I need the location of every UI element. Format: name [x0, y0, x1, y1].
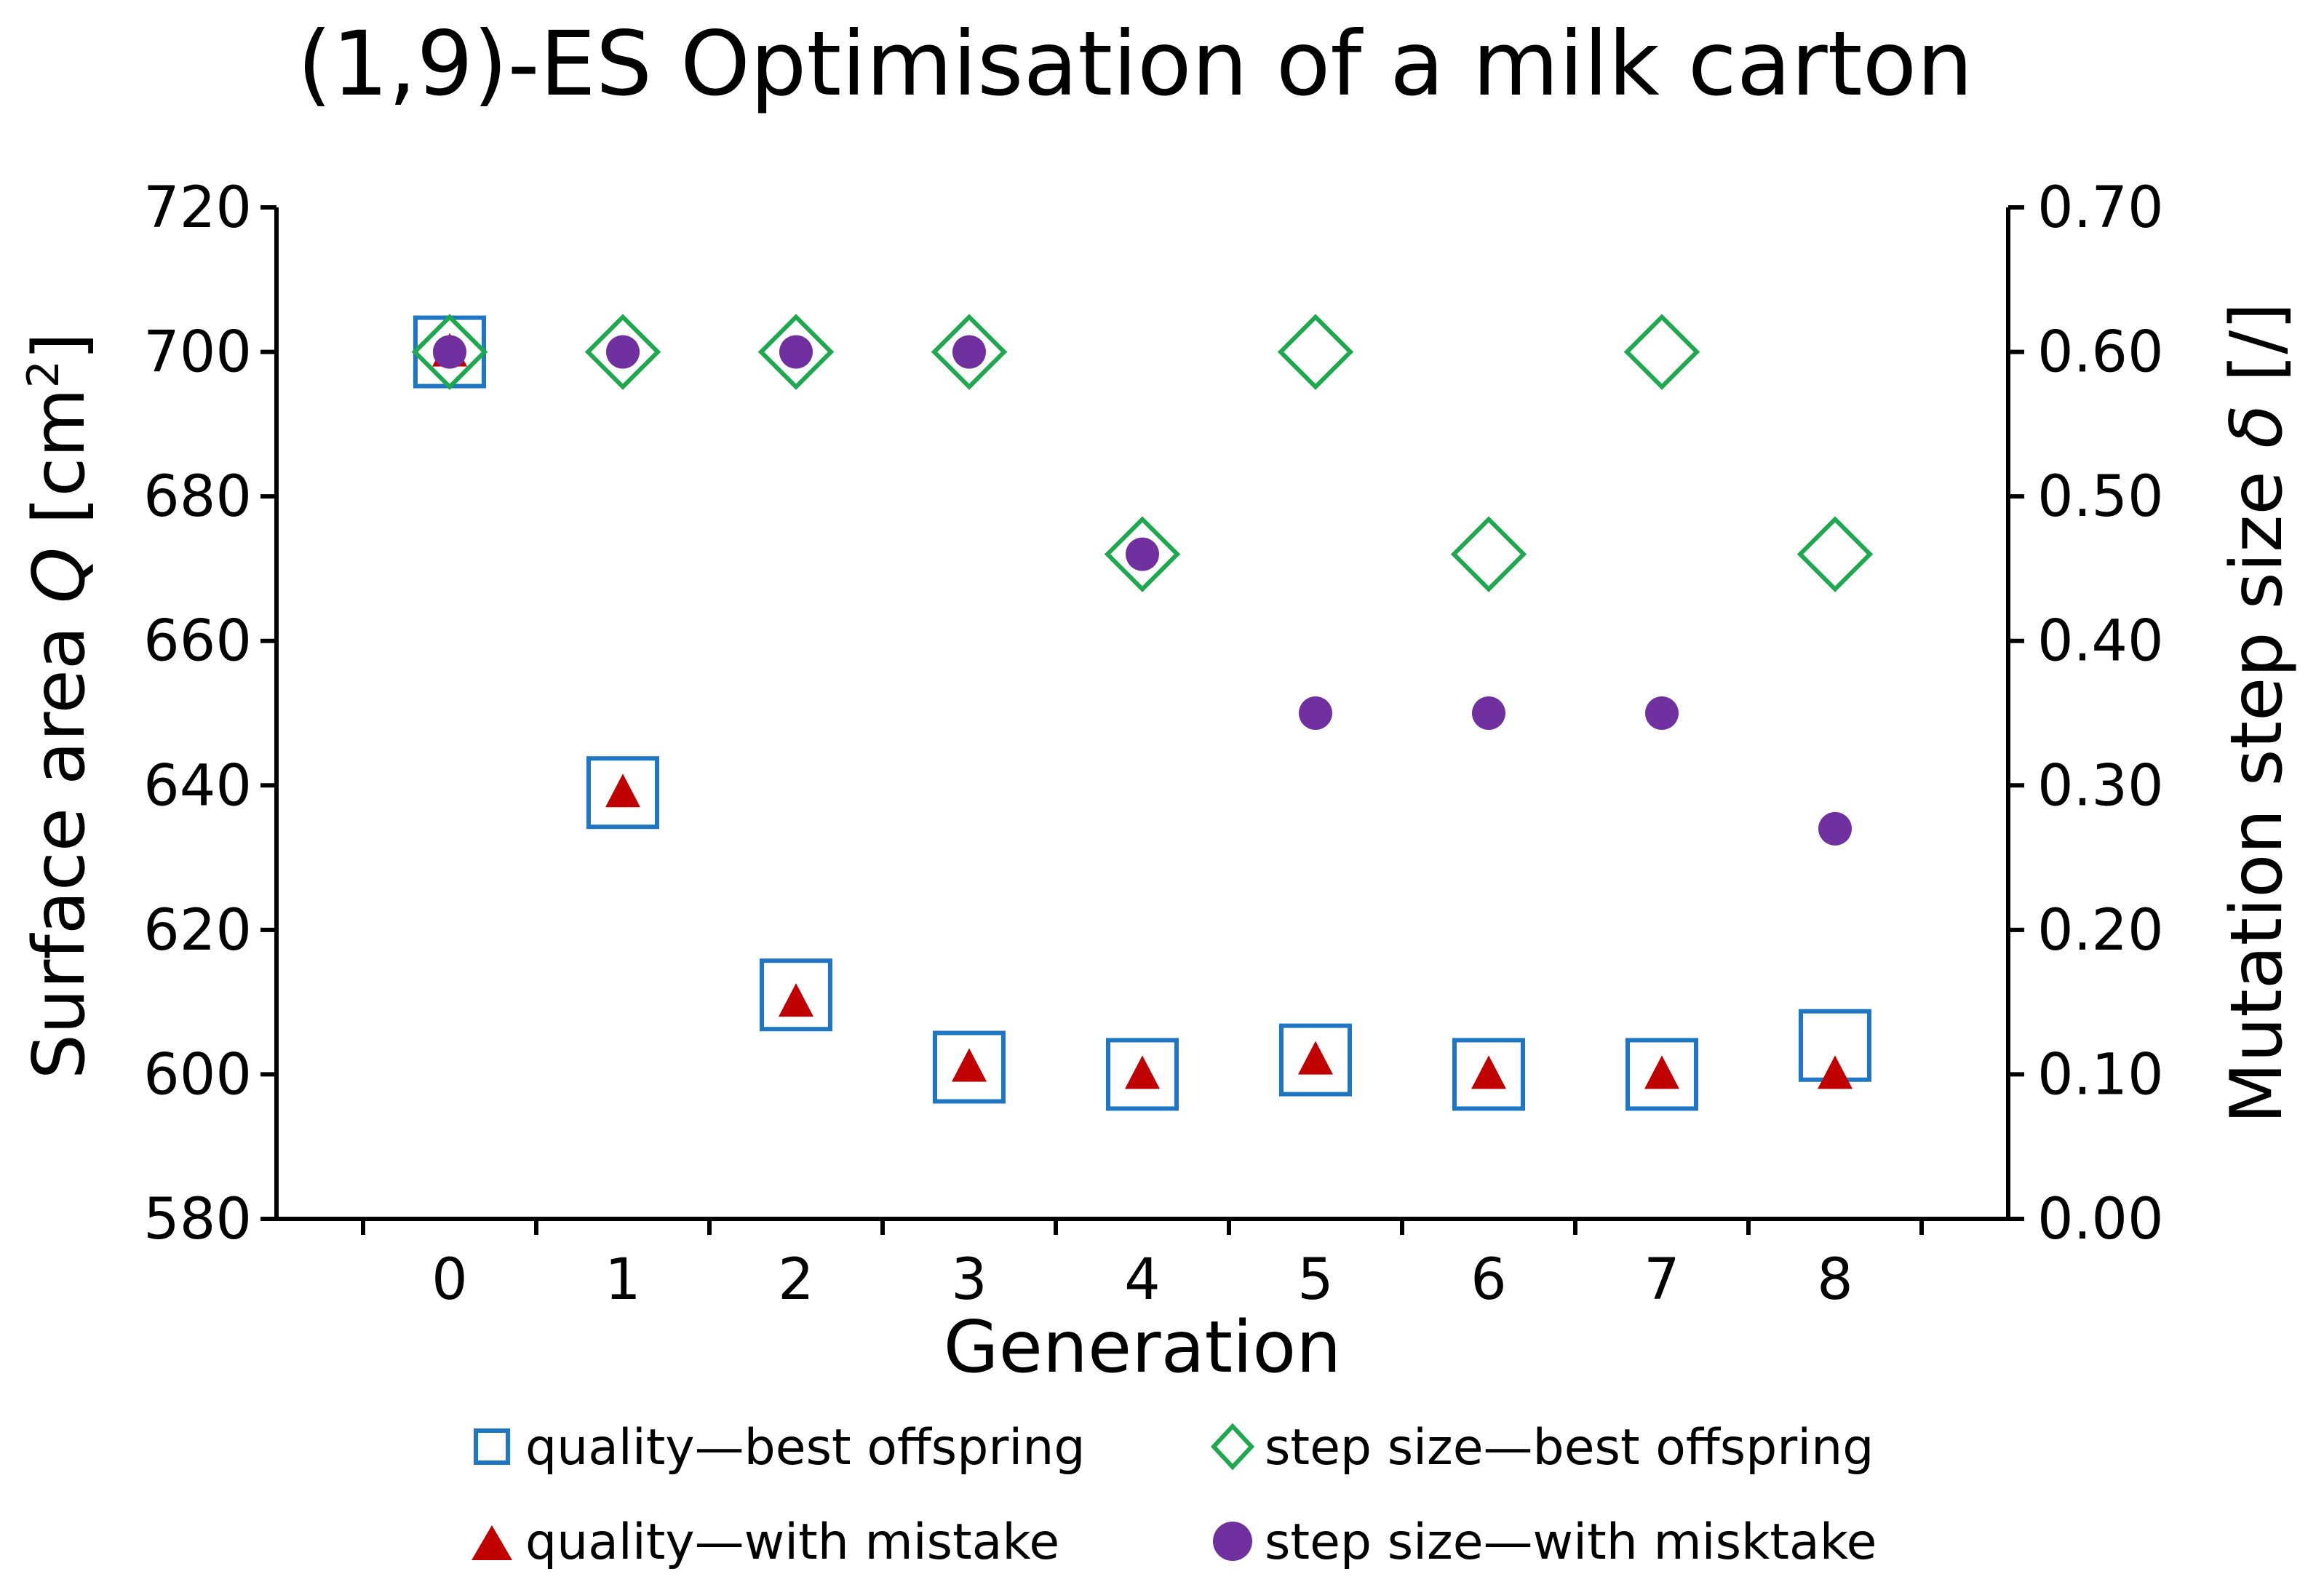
quality-best-marker — [1106, 1038, 1179, 1111]
step-best-marker — [931, 314, 1008, 390]
step-best-marker — [1623, 314, 1700, 390]
step-mistake-marker — [1126, 537, 1159, 571]
legend: quality—best offspring step size—best of… — [471, 1419, 1877, 1571]
right-y-tick-label: 0.10 — [2037, 1042, 2164, 1108]
left-y-tick-label: 680 — [143, 464, 252, 530]
left-axis-title-close: ] — [18, 333, 101, 360]
step-best-marker — [1796, 516, 1874, 592]
step-best-marker — [411, 314, 488, 390]
step-mistake-marker — [952, 335, 986, 369]
left-y-tick-label: 640 — [143, 753, 252, 819]
left-y-tick-label: 660 — [143, 609, 252, 675]
right-y-tick-label: 0.50 — [2037, 464, 2164, 530]
x-tick-label: 3 — [951, 1247, 987, 1313]
quality-best-marker — [1452, 1038, 1525, 1111]
left-axis-title-unit: [cm — [18, 388, 101, 547]
quality-mistake-marker — [952, 1048, 987, 1082]
legend-square-marker — [474, 1428, 510, 1465]
right-y-tick-label: 0.20 — [2037, 898, 2164, 963]
step-best-marker — [584, 314, 661, 390]
left-y-tick-label: 620 — [143, 898, 252, 963]
legend-label-quality-mistake: quality—with mistake — [525, 1514, 1059, 1571]
left-axis-title-sup: 2 — [18, 360, 69, 388]
chart-title: (1,9)-ES Optimisation of a milk carton — [297, 12, 1973, 116]
x-tick-label: 7 — [1644, 1247, 1680, 1313]
quality-mistake-marker — [1298, 1041, 1333, 1075]
x-tick-label: 2 — [778, 1247, 814, 1313]
left-axis-title-text: Surface area — [18, 603, 101, 1079]
left-y-tick-label: 580 — [143, 1187, 252, 1252]
x-tick-label: 0 — [431, 1247, 468, 1313]
x-tick-label: 1 — [605, 1247, 641, 1313]
quality-best-marker — [933, 1030, 1006, 1104]
step-mistake-marker — [779, 335, 813, 369]
legend-label-quality-best: quality—best offspring — [525, 1419, 1085, 1476]
legend-label-step-best: step size—best offspring — [1265, 1419, 1874, 1476]
quality-mistake-marker — [1125, 1055, 1160, 1089]
step-best-marker — [1104, 516, 1181, 592]
quality-best-marker — [1279, 1023, 1352, 1097]
left-y-tick-label: 600 — [143, 1042, 252, 1108]
legend-item-step-best: step size—best offspring — [1210, 1419, 1874, 1476]
right-axis-title-unit: [/] — [2216, 303, 2299, 405]
legend-item-step-mistake: step size—with misktake — [1213, 1514, 1877, 1571]
step-mistake-marker — [1299, 696, 1332, 730]
step-best-marker — [757, 314, 835, 390]
quality-best-marker — [1625, 1038, 1698, 1111]
quality-mistake-marker — [779, 983, 813, 1017]
step-best-marker — [1277, 314, 1354, 390]
step-mistake-marker — [1645, 696, 1679, 730]
right-axis-title: Mutation step size δ [/] — [2216, 303, 2299, 1124]
right-y-tick-label: 0.00 — [2037, 1187, 2164, 1252]
right-y-tick-label: 0.70 — [2037, 175, 2164, 241]
quality-best-marker — [586, 756, 659, 830]
legend-label-step-mistake: step size—with misktake — [1265, 1514, 1877, 1571]
step-best-marker — [1450, 516, 1527, 592]
right-y-tick-label: 0.30 — [2037, 753, 2164, 819]
x-tick-label: 6 — [1471, 1247, 1507, 1313]
data-markers — [411, 314, 1874, 1111]
left-y-tick-label: 700 — [143, 320, 252, 386]
right-y-tick-label: 0.40 — [2037, 609, 2164, 675]
legend-item-quality-best: quality—best offspring — [474, 1419, 1085, 1476]
quality-mistake-marker — [605, 774, 640, 808]
step-mistake-marker — [433, 335, 466, 369]
legend-diamond-marker — [1210, 1423, 1255, 1471]
axes: 5806006206406606807007200.000.100.200.30… — [143, 175, 2164, 1313]
x-tick-label: 5 — [1297, 1247, 1334, 1313]
quality-mistake-marker — [1818, 1055, 1853, 1089]
x-tick-label: 4 — [1124, 1247, 1161, 1313]
right-y-tick-label: 0.60 — [2037, 320, 2164, 386]
legend-triangle-marker — [471, 1525, 512, 1560]
legend-circle-marker — [1213, 1522, 1252, 1561]
left-y-tick-label: 720 — [143, 175, 252, 241]
step-mistake-marker — [1818, 811, 1852, 846]
legend-item-quality-mistake: quality—with mistake — [471, 1514, 1059, 1571]
right-axis-title-var: δ — [2216, 405, 2299, 448]
quality-mistake-marker — [1644, 1055, 1679, 1089]
step-mistake-marker — [1472, 696, 1505, 730]
step-mistake-marker — [606, 335, 640, 369]
right-axis-title-text: Mutation step size — [2216, 448, 2299, 1124]
left-axis-title: Surface area Q [cm2] — [18, 333, 101, 1079]
x-axis-title: Generation — [944, 1306, 1342, 1389]
x-tick-label: 8 — [1817, 1247, 1853, 1313]
left-axis-title-var: Q — [18, 547, 101, 603]
quality-best-marker — [760, 958, 832, 1032]
quality-mistake-marker — [1471, 1055, 1506, 1089]
